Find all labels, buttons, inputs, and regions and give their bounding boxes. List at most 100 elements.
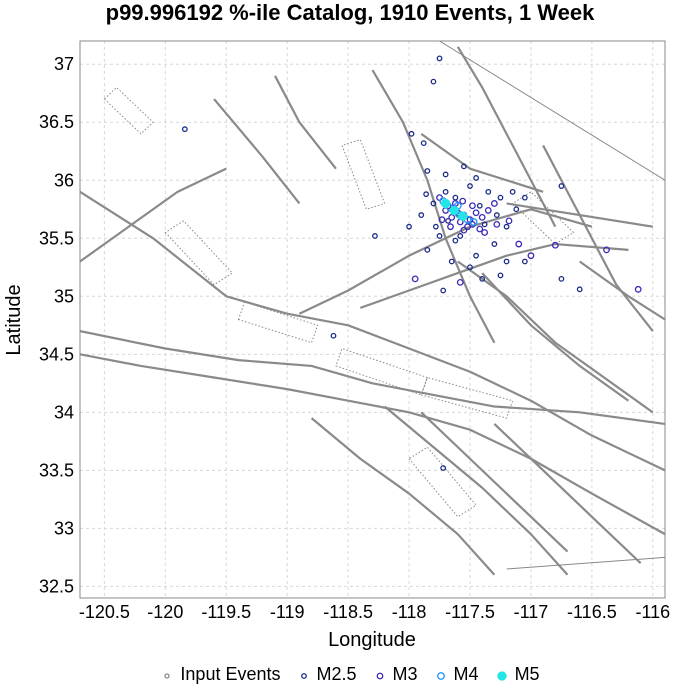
event-point	[521, 258, 528, 265]
legend: Input Events M2.5 M3 M4 M5	[0, 660, 700, 688]
x-tick-label: -116.5	[567, 602, 617, 622]
event-point	[469, 218, 478, 226]
legend-marker-circle	[376, 672, 383, 680]
event-point	[476, 202, 483, 209]
fault-zone	[511, 191, 575, 245]
fault-line	[213, 98, 301, 205]
event-point	[445, 217, 451, 224]
event-point	[420, 140, 427, 147]
x-tick-label: -119	[270, 602, 305, 622]
event-point	[456, 278, 464, 286]
event-point	[497, 194, 504, 201]
event-point	[330, 332, 337, 339]
event-point	[473, 252, 479, 259]
legend-marker	[376, 672, 383, 680]
event-point	[448, 258, 455, 265]
event-point	[438, 216, 446, 224]
event-point	[372, 233, 378, 239]
fault-line	[542, 144, 654, 332]
region-boundary	[439, 41, 665, 181]
event-point	[478, 213, 486, 221]
event-point	[424, 168, 431, 174]
event-point	[411, 275, 419, 283]
event-point	[424, 246, 431, 253]
event-point	[603, 246, 610, 254]
event-point	[472, 209, 480, 217]
fault-line	[579, 260, 665, 321]
fault-zone	[237, 301, 319, 344]
grid	[80, 41, 665, 598]
fault-zone	[164, 220, 234, 286]
x-tick-label: -117.5	[445, 602, 495, 622]
x-axis-label: Longitude	[328, 629, 416, 651]
legend-label: M3	[392, 663, 418, 684]
legend-marker-circle	[436, 672, 445, 680]
x-tick-label: -117	[514, 602, 549, 622]
event-point	[464, 223, 471, 231]
event-point	[491, 241, 498, 247]
fault-line	[310, 417, 496, 576]
legend-marker-circle	[496, 671, 507, 681]
fault-zone	[408, 446, 477, 518]
event-point	[408, 130, 415, 137]
event-point	[440, 198, 451, 209]
y-tick-label: 34	[54, 402, 74, 422]
event-point	[521, 194, 528, 201]
event-point	[515, 240, 523, 248]
event-point	[576, 286, 583, 293]
event-point	[459, 197, 467, 205]
event-point	[452, 194, 459, 201]
event-point	[558, 275, 565, 282]
event-point	[467, 264, 473, 271]
event-point	[558, 183, 565, 189]
event-point	[436, 55, 443, 62]
fault-line	[481, 272, 630, 402]
event-point	[181, 126, 188, 133]
fault-zone	[335, 347, 428, 396]
legend-marker	[496, 671, 507, 681]
event-point	[484, 207, 492, 214]
y-tick-label: 36	[54, 170, 74, 190]
event-point	[457, 233, 464, 239]
event-point	[458, 211, 468, 221]
x-tick-label: -119.5	[201, 602, 251, 622]
event-point	[449, 205, 459, 216]
event-point	[430, 78, 437, 85]
fault-zone	[341, 139, 386, 210]
event-point	[509, 188, 516, 195]
legend-item: M3	[373, 664, 418, 685]
fault-line	[493, 423, 642, 564]
region-boundary	[506, 556, 665, 570]
event-point	[442, 188, 449, 195]
chart-title: p99.996192 %-ile Catalog, 1910 Events, 1…	[105, 0, 595, 25]
y-tick-label: 33	[54, 518, 74, 538]
event-point	[461, 163, 467, 170]
x-tick-label: -118	[392, 602, 427, 622]
event-point	[460, 226, 468, 234]
event-point	[634, 285, 642, 293]
fault-line	[298, 208, 593, 315]
fault-line	[80, 353, 665, 536]
y-tick-label: 35.5	[39, 228, 74, 248]
legend-marker-circle	[300, 673, 307, 679]
event-point	[493, 220, 501, 228]
y-tick-label: 32.5	[39, 576, 74, 596]
event-point	[448, 213, 456, 221]
event-point	[467, 183, 473, 189]
event-point	[442, 171, 449, 178]
y-tick-label: 35	[54, 286, 74, 306]
fault-zone	[103, 86, 154, 135]
event-point	[503, 223, 510, 230]
legend-item: Input Events	[160, 664, 281, 685]
x-tick-label: -120.5	[79, 602, 130, 622]
legend-marker	[436, 672, 445, 680]
legend-item: M2.5	[297, 664, 357, 685]
event-point	[503, 258, 510, 265]
event-point	[505, 217, 513, 225]
y-tick-label: 33.5	[39, 460, 74, 480]
event-point	[418, 212, 425, 218]
event-point	[485, 188, 492, 195]
event-point	[452, 237, 459, 244]
fault-line	[457, 260, 654, 414]
